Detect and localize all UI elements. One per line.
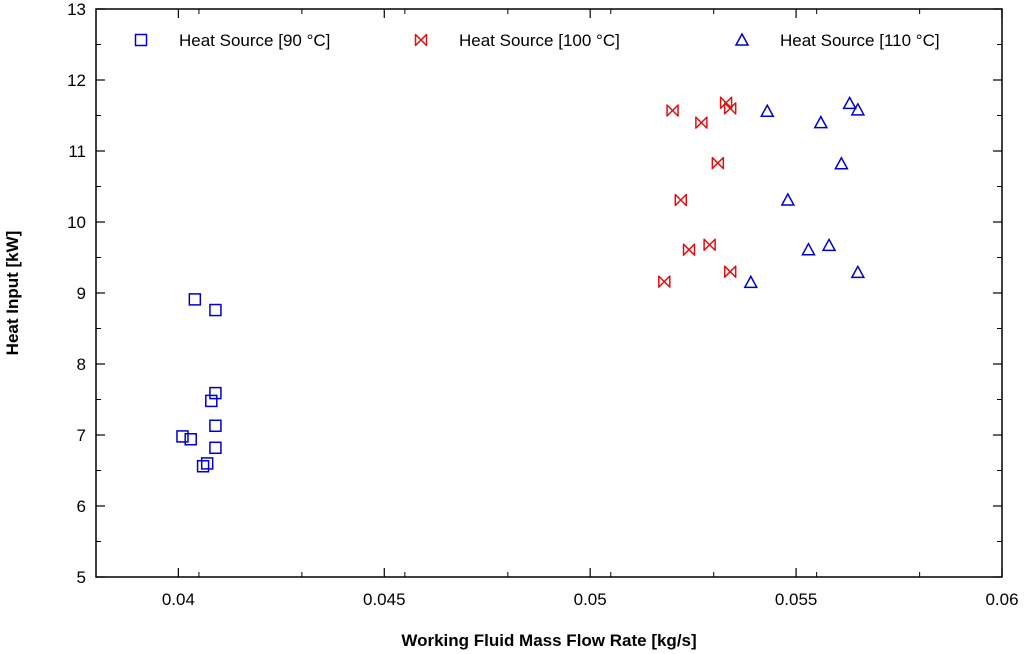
- y-tick-label: 5: [77, 568, 86, 587]
- data-point-series-2: [719, 96, 733, 109]
- plot-frame: [95, 8, 1003, 578]
- y-tick-label: 8: [77, 355, 86, 374]
- data-point-series-3: [780, 192, 796, 206]
- y-tick-label: 6: [77, 497, 86, 516]
- legend-label-series-3: Heat Source [110 °C]: [780, 31, 940, 50]
- data-markers: [176, 95, 866, 473]
- data-point-series-2: [674, 193, 688, 207]
- data-point-series-1: [209, 386, 222, 400]
- y-tick-label: 12: [67, 71, 86, 90]
- data-point-series-3: [842, 95, 857, 110]
- legend-label-series-2: Heat Source [100 °C]: [459, 31, 620, 50]
- data-point-series-1: [184, 433, 197, 446]
- x-tick-label: 0.045: [363, 590, 406, 609]
- data-point-series-1: [176, 430, 189, 443]
- data-point-series-2: [723, 265, 737, 278]
- legend: Heat Source [90 °C] Heat Source [100 °C] H…: [134, 31, 940, 50]
- data-point-series-2: [682, 243, 696, 256]
- data-point-series-2: [658, 275, 671, 288]
- data-point-series-2: [723, 102, 737, 115]
- data-point-series-1: [205, 394, 218, 408]
- y-tick-label: 11: [68, 142, 86, 161]
- data-point-series-3: [850, 102, 866, 116]
- x-tick-label: 0.04: [162, 590, 195, 609]
- data-point-series-1: [188, 293, 202, 306]
- data-point-series-3: [834, 156, 849, 170]
- x-tick-label: 0.06: [985, 590, 1018, 609]
- data-point-series-1: [196, 459, 210, 473]
- data-point-series-2: [666, 104, 679, 117]
- data-point-series-2: [711, 156, 725, 170]
- y-tick-label: 9: [77, 284, 86, 303]
- axis-ticks: 0.04 0.045 0.05 0.055 0.06 5 6 7 8 9 10 11 12 13: [67, 0, 1018, 609]
- data-point-series-3: [743, 274, 759, 289]
- data-point-series-1: [209, 419, 222, 433]
- x-tick-label: 0.055: [775, 590, 818, 609]
- data-point-series-3: [760, 103, 775, 117]
- data-point-series-2: [695, 116, 708, 129]
- data-point-series-1: [209, 441, 222, 455]
- data-point-series-3: [801, 242, 816, 256]
- data-point-series-3: [850, 264, 866, 279]
- x-axis-title: Working Fluid Mass Flow Rate [kg/s]: [401, 631, 696, 650]
- legend-marker-series-2: [414, 33, 428, 47]
- x-tick-label: 0.05: [574, 590, 607, 609]
- data-point-series-1: [200, 457, 214, 470]
- data-point-series-3: [821, 237, 837, 252]
- y-tick-label: 7: [77, 426, 86, 445]
- y-axis-title: Heat Input [kW]: [3, 231, 22, 356]
- legend-marker-series-3: [734, 32, 750, 46]
- y-tick-label: 13: [67, 0, 86, 19]
- data-point-series-3: [813, 115, 829, 129]
- legend-label-series-1: Heat Source [90 °C]: [179, 31, 330, 50]
- legend-marker-series-1: [134, 33, 148, 47]
- data-point-series-2: [703, 238, 716, 251]
- data-point-series-1: [209, 303, 222, 317]
- y-tick-label: 10: [67, 213, 86, 232]
